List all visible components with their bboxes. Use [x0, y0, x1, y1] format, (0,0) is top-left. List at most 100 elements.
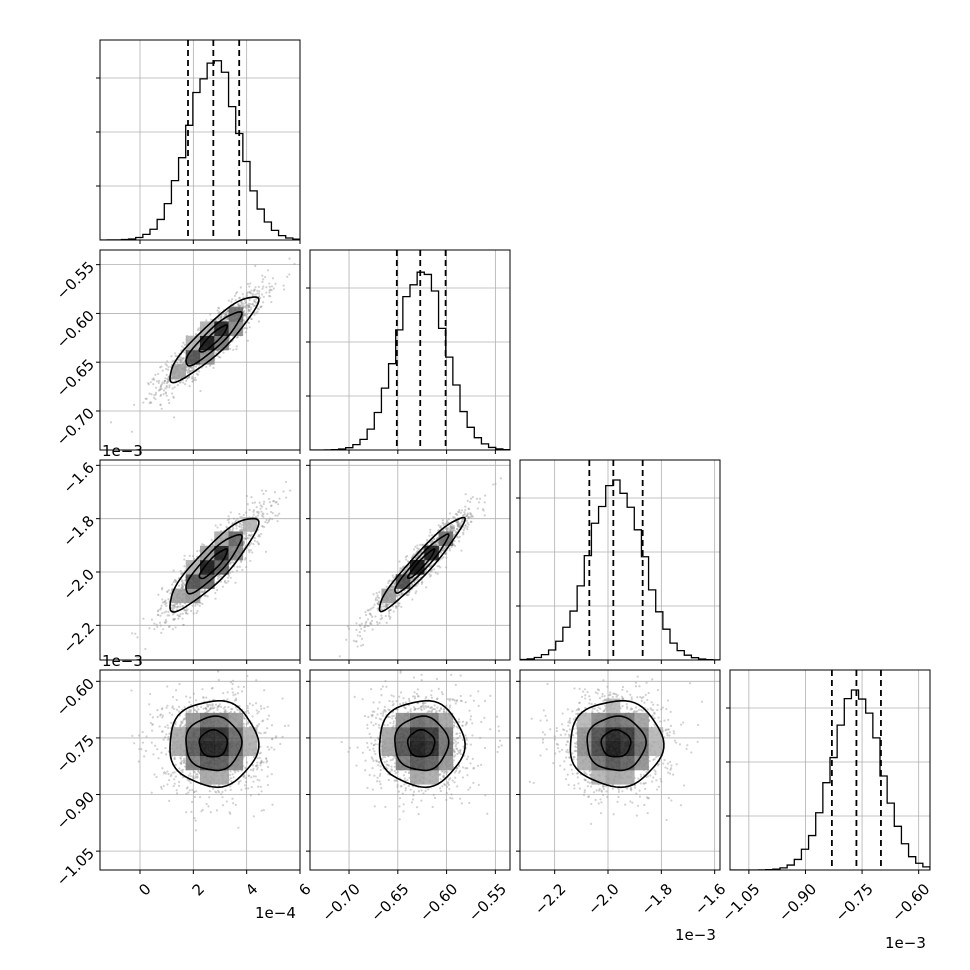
sample-point	[247, 306, 251, 309]
sample-point	[209, 707, 212, 710]
sample-point	[173, 771, 176, 774]
sample-point	[217, 356, 221, 359]
sample-point	[209, 811, 212, 814]
sample-point	[266, 705, 269, 708]
sample-point	[229, 681, 233, 684]
sample-point	[176, 605, 179, 609]
sample-point	[188, 366, 191, 369]
sample-point	[201, 590, 204, 594]
sample-point	[400, 605, 403, 608]
sample-point	[378, 591, 381, 594]
sample-point	[165, 384, 168, 388]
sample-point	[168, 711, 171, 715]
sample-point	[242, 296, 245, 299]
sample-point	[402, 572, 405, 575]
sample-point	[163, 379, 167, 383]
sample-point	[253, 300, 256, 303]
sample-point	[393, 584, 396, 587]
sample-point	[436, 541, 439, 544]
sample-point	[238, 304, 241, 307]
sample-point	[256, 724, 259, 727]
sample-point	[456, 520, 459, 523]
sample-point	[457, 524, 460, 527]
sample-point	[452, 533, 456, 536]
sample-point	[186, 612, 189, 615]
sample-point	[174, 763, 177, 766]
sample-point	[247, 321, 251, 324]
sample-point	[379, 618, 382, 621]
sample-point	[247, 304, 251, 307]
sample-point	[411, 598, 414, 601]
sample-point	[499, 477, 503, 480]
sample-point	[160, 365, 163, 368]
sample-point	[256, 510, 259, 514]
sample-point	[229, 785, 232, 788]
sample-point	[217, 317, 220, 320]
sample-point	[446, 521, 449, 524]
y-tick-label: −1.6	[60, 459, 98, 497]
sample-point	[271, 803, 274, 806]
sample-point	[166, 360, 169, 363]
sample-point	[174, 352, 177, 355]
sample-point	[166, 590, 169, 593]
sample-point	[211, 543, 215, 547]
sample-point	[147, 382, 150, 385]
sample-point	[456, 524, 460, 528]
sample-point	[450, 527, 453, 530]
sample-point	[245, 294, 248, 297]
sample-point	[165, 601, 168, 605]
sample-point	[159, 404, 162, 407]
sample-point	[184, 609, 187, 612]
sample-point	[162, 389, 166, 392]
sample-point	[244, 314, 248, 317]
sample-point	[160, 751, 163, 754]
sample-point	[236, 517, 239, 520]
sample-point	[452, 543, 455, 546]
sample-point	[276, 520, 279, 523]
sample-point	[429, 531, 432, 534]
sample-point	[193, 378, 196, 382]
sample-point	[433, 568, 436, 571]
sample-point	[258, 535, 261, 538]
sample-point	[171, 583, 174, 586]
sample-point	[404, 569, 407, 572]
sample-point	[167, 398, 170, 402]
sample-point	[247, 304, 250, 307]
sample-point	[165, 364, 169, 367]
sample-point	[183, 706, 186, 709]
sample-point	[211, 544, 215, 547]
sample-point	[191, 369, 194, 372]
sample-point	[374, 615, 377, 618]
sample-point	[174, 355, 177, 358]
sample-point	[255, 506, 258, 509]
sample-point	[448, 512, 452, 515]
sample-point	[253, 539, 256, 543]
sample-point	[164, 387, 167, 390]
sample-point	[175, 361, 178, 364]
sample-point	[255, 298, 258, 301]
sample-point	[173, 604, 176, 607]
sample-point	[270, 504, 273, 507]
sample-point	[168, 401, 171, 405]
sample-point	[210, 538, 213, 541]
sample-point	[209, 667, 211, 669]
sample-point	[260, 525, 264, 528]
sample-point	[260, 759, 263, 762]
sample-point	[188, 369, 191, 372]
sample-point	[247, 534, 250, 537]
sample-point	[171, 613, 175, 616]
sample-point	[249, 768, 253, 771]
sample-point	[259, 504, 262, 507]
sample-point	[365, 620, 368, 623]
sample-point	[364, 623, 367, 627]
sample-point	[449, 528, 452, 532]
sample-point	[430, 570, 433, 573]
sample-point	[181, 720, 184, 724]
sample-point	[253, 300, 257, 303]
sample-point	[160, 612, 164, 615]
sample-point	[265, 507, 268, 510]
sample-point	[208, 364, 212, 367]
sample-point	[346, 625, 350, 628]
sample-point	[231, 298, 234, 301]
sample-point	[230, 561, 233, 564]
